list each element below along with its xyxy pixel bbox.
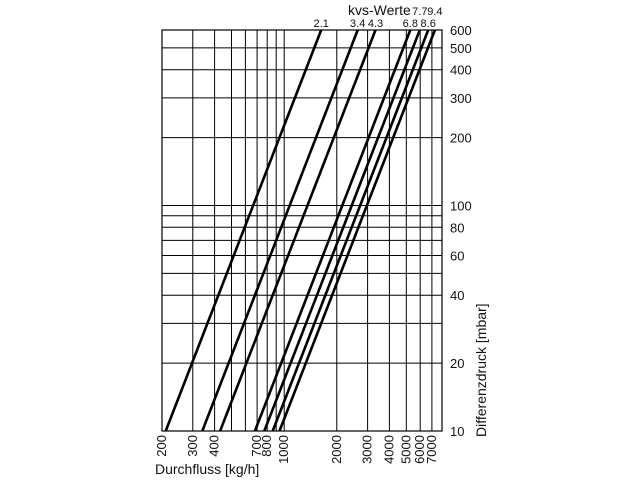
x-tick-label: 5000 bbox=[398, 435, 413, 464]
chart-title: kvs-Werte bbox=[348, 2, 411, 18]
y-tick-label: 600 bbox=[450, 23, 472, 38]
x-tick-label: 800 bbox=[259, 435, 274, 457]
series-label: 7.7 bbox=[412, 6, 427, 18]
x-tick-label: 3000 bbox=[360, 435, 375, 464]
series-label: 6.8 bbox=[403, 18, 418, 30]
series-line-8-6 bbox=[271, 29, 430, 432]
x-tick-label: 4000 bbox=[381, 435, 396, 464]
y-tick-label: 80 bbox=[450, 220, 464, 235]
series-label: 2.1 bbox=[314, 18, 329, 30]
plot-frame bbox=[161, 29, 443, 432]
x-tick-label: 400 bbox=[207, 435, 222, 457]
y-tick-label: 400 bbox=[450, 63, 472, 78]
series-labels: 2.1 3.4 4.3 6.87.78.69.4 bbox=[314, 6, 443, 30]
y-tick-label: 500 bbox=[450, 41, 472, 56]
y-tick-label: 60 bbox=[450, 249, 464, 264]
grid bbox=[161, 29, 442, 432]
y-axis-label: Differenzdruck [mbar] bbox=[473, 303, 489, 437]
y-tick-label: 300 bbox=[450, 91, 472, 106]
x-tick-label: 7000 bbox=[424, 435, 439, 464]
x-tick-label: 1000 bbox=[276, 435, 291, 464]
y-tick-label: 10 bbox=[450, 424, 464, 439]
series-line-4-3 bbox=[218, 29, 377, 432]
x-tick-label: 700 bbox=[249, 435, 264, 457]
series-line-3-4 bbox=[201, 29, 359, 432]
x-axis-label: Durchfluss [kg/h] bbox=[155, 461, 259, 477]
x-tick-label: 300 bbox=[185, 435, 200, 457]
series-line-2-1 bbox=[164, 29, 323, 432]
series-line-6-8 bbox=[253, 29, 412, 432]
series-line-7-7 bbox=[263, 29, 422, 432]
series-label: 9.4 bbox=[427, 6, 442, 18]
y-tick-label: 100 bbox=[450, 199, 472, 214]
x-tick-label: 2000 bbox=[329, 435, 344, 464]
y-tick-label: 200 bbox=[450, 131, 472, 146]
y-tick-label: 40 bbox=[450, 288, 464, 303]
series-label: 4.3 bbox=[368, 18, 383, 30]
x-tick-label: 6000 bbox=[412, 435, 427, 464]
series-line-9-4 bbox=[278, 29, 437, 432]
series-label: 8.6 bbox=[421, 18, 436, 30]
x-tick-label: 200 bbox=[154, 435, 169, 457]
series-label: 3.4 bbox=[350, 18, 365, 30]
y-tick-labels: 10 20 40 60 80 100 200 300 400 500 600 bbox=[450, 23, 472, 439]
y-tick-label: 20 bbox=[450, 356, 464, 371]
series-lines bbox=[164, 29, 437, 432]
